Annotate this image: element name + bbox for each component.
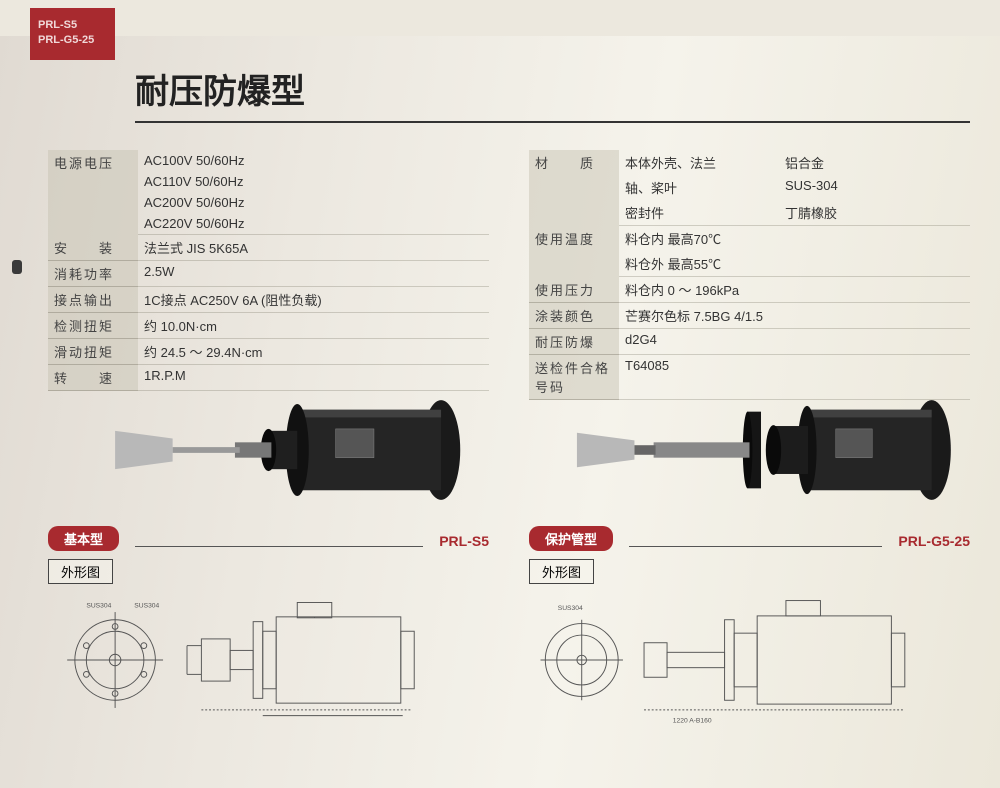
spec-value: 本体外壳、法兰: [619, 150, 779, 175]
spec-tables: 电源电压AC100V 50/60HzAC110V 50/60HzAC200V 5…: [48, 150, 970, 400]
variant-pill-tube: 保护管型: [529, 526, 613, 551]
spec-label: 滑动扭矩: [48, 339, 138, 365]
spec-value: 2.5W: [138, 261, 489, 287]
outline-diagram-right: 1220 A-B160 SUS304: [529, 590, 970, 730]
spec-value: 料仓内 最高70℃: [619, 226, 970, 252]
model-tag-line1: PRL-S5: [38, 18, 107, 33]
spec-value: 约 24.5 ～ 29.4N·cm: [138, 339, 489, 365]
product-photo-basic: [48, 380, 489, 520]
outline-label-left: 外形图: [48, 559, 113, 584]
spec-label: 涂装颜色: [529, 303, 619, 329]
label-row-right: 保护管型 PRL-G5-25: [529, 526, 970, 551]
spec-value: 料仓外 最高55℃: [619, 251, 970, 277]
model-tag: PRL-S5 PRL-G5-25: [30, 8, 115, 60]
spec-value: d2G4: [619, 329, 970, 355]
spec-value-2: 铝合金: [779, 150, 970, 175]
spec-label: 耐压防爆: [529, 329, 619, 355]
spec-label: 接点输出: [48, 287, 138, 313]
svg-text:SUS304: SUS304: [86, 602, 111, 609]
model-tag-line2: PRL-G5-25: [38, 33, 107, 48]
spec-value-2: 丁腈橡胶: [779, 200, 970, 226]
spec-value: 约 10.0N·cm: [138, 313, 489, 339]
spec-value: AC110V 50/60Hz: [138, 171, 489, 192]
product-row: 基本型 PRL-S5 外形图: [48, 380, 970, 730]
svg-text:1220 A-B160: 1220 A-B160: [673, 717, 712, 724]
spec-label: 使用温度: [529, 226, 619, 277]
outline-diagram-left: SUS304 SUS304: [48, 590, 489, 730]
spec-label: 消耗功率: [48, 261, 138, 287]
page-top-margin: [0, 0, 1000, 36]
svg-text:SUS304: SUS304: [134, 602, 159, 609]
spec-value: 芒赛尔色标 7.5BG 4/1.5: [619, 303, 970, 329]
spec-value: AC200V 50/60Hz: [138, 192, 489, 213]
binding-hole: [12, 260, 22, 274]
left-spec-table: 电源电压AC100V 50/60HzAC110V 50/60HzAC200V 5…: [48, 150, 489, 391]
spec-col-right: 材 质本体外壳、法兰铝合金轴、桨叶SUS-304密封件丁腈橡胶使用温度料仓内 最…: [529, 150, 970, 400]
spec-value: 轴、桨叶: [619, 175, 779, 200]
variant-pill-basic: 基本型: [48, 526, 119, 551]
product-left: 基本型 PRL-S5 外形图: [48, 380, 489, 730]
svg-text:SUS304: SUS304: [558, 605, 583, 612]
spec-label: 使用压力: [529, 277, 619, 303]
spec-col-left: 电源电压AC100V 50/60HzAC110V 50/60HzAC200V 5…: [48, 150, 489, 400]
product-photo-tube: [529, 380, 970, 520]
spec-value: AC220V 50/60Hz: [138, 213, 489, 235]
spec-value: 密封件: [619, 200, 779, 226]
product-right: 保护管型 PRL-G5-25 外形图: [529, 380, 970, 730]
spec-label: 检测扭矩: [48, 313, 138, 339]
spec-value: 法兰式 JIS 5K65A: [138, 235, 489, 261]
divider: [135, 546, 423, 547]
right-spec-table: 材 质本体外壳、法兰铝合金轴、桨叶SUS-304密封件丁腈橡胶使用温度料仓内 最…: [529, 150, 970, 400]
spec-label: 材 质: [529, 150, 619, 226]
spec-value-2: SUS-304: [779, 175, 970, 200]
spec-value: AC100V 50/60Hz: [138, 150, 489, 171]
divider: [629, 546, 882, 547]
model-name-basic: PRL-S5: [439, 533, 489, 549]
label-row-left: 基本型 PRL-S5: [48, 526, 489, 551]
outline-label-right: 外形图: [529, 559, 594, 584]
spec-value: 1C接点 AC250V 6A (阻性负载): [138, 287, 489, 313]
spec-value: 料仓内 0 ～ 196kPa: [619, 277, 970, 303]
title-row: 耐压防爆型: [135, 64, 970, 123]
model-name-tube: PRL-G5-25: [898, 533, 970, 549]
page-title: 耐压防爆型: [135, 64, 970, 113]
spec-label: 安 装: [48, 235, 138, 261]
spec-label: 电源电压: [48, 150, 138, 235]
